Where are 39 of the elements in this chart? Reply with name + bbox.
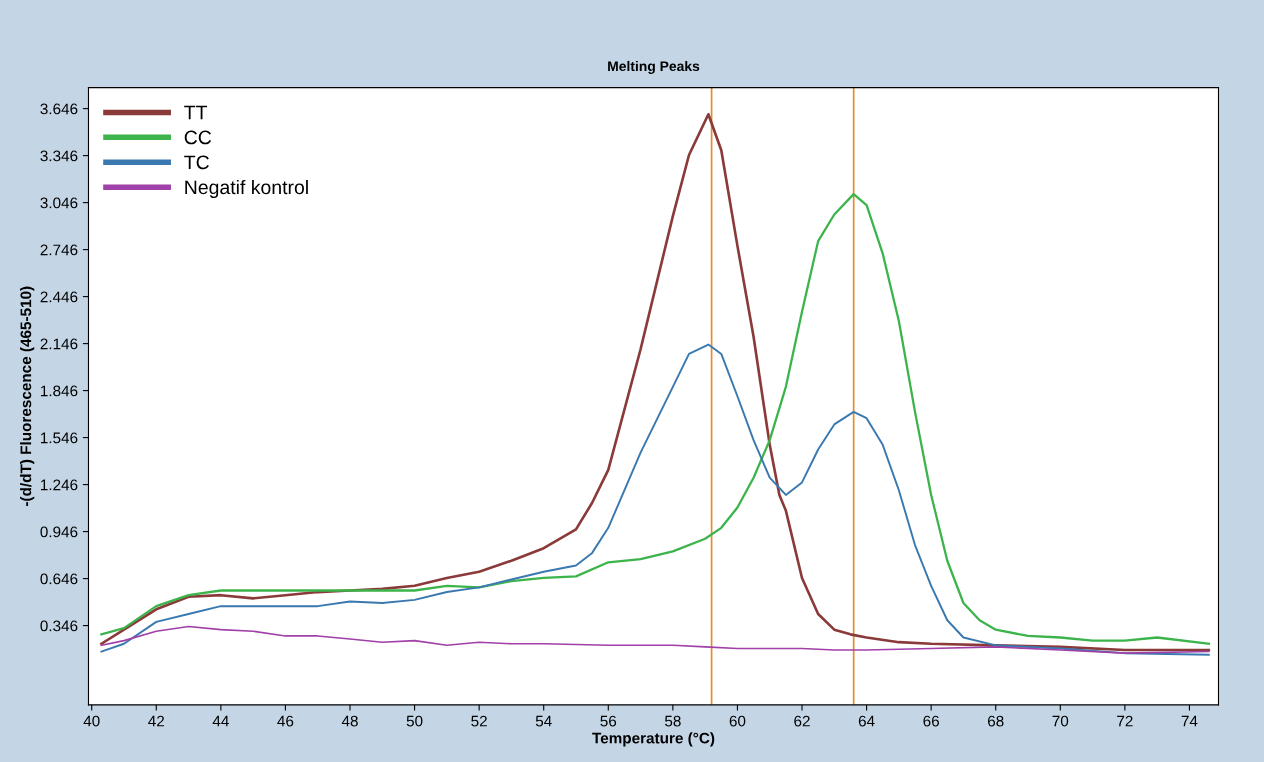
x-tick-label: 48 [341,715,358,727]
legend-label: Negatif kontrol [185,179,308,199]
x-tick-label: 56 [600,715,617,727]
x-tick-label: 46 [277,715,294,727]
y-tick-label: 3.346 [40,150,78,162]
y-tick-label: 1.546 [41,432,78,444]
y-tick-label: 0.346 [40,620,78,632]
x-tick-label: 62 [794,715,810,727]
legend-label: TT [184,105,208,120]
y-tick-label: 1.846 [41,385,78,397]
legend-label: CC [184,130,212,145]
x-tick-label: 42 [148,715,165,727]
y-tick-label: 2.146 [40,338,78,350]
line-series [100,343,1210,656]
y-tick-label: 2.746 [40,244,78,256]
x-tick-label: 52 [471,715,487,727]
y-tick-label: 0.646 [40,573,78,585]
y-tick-label: 2.446 [40,291,78,303]
y-axis-title: -(d/dT) Fluorescence (465-510) [20,286,35,506]
x-tick-label: 70 [1052,715,1069,727]
x-tick-label: 74 [1181,715,1198,727]
x-tick-label: 72 [1117,715,1133,727]
x-tick-label: 64 [858,715,875,727]
x-tick-label: 54 [535,715,552,727]
y-tick-label: 1.246 [41,479,78,491]
x-tick-label: 60 [729,715,746,727]
legend-label: TC [184,155,209,170]
x-axis-title: Temperature (°C) [592,732,715,747]
x-tick-label: 66 [923,715,939,727]
line-series [100,625,1210,654]
y-tick-label: 0.946 [40,526,78,538]
x-tick-label: 68 [988,715,1004,727]
chart-title: Melting Peaks [608,60,700,74]
x-tick-label: 40 [83,715,100,727]
y-tick-label: 3.646 [40,103,78,115]
x-tick-label: 44 [212,715,229,727]
y-tick-label: 3.046 [40,197,78,209]
x-tick-label: 58 [664,715,681,727]
x-tick-label: 50 [406,715,423,727]
